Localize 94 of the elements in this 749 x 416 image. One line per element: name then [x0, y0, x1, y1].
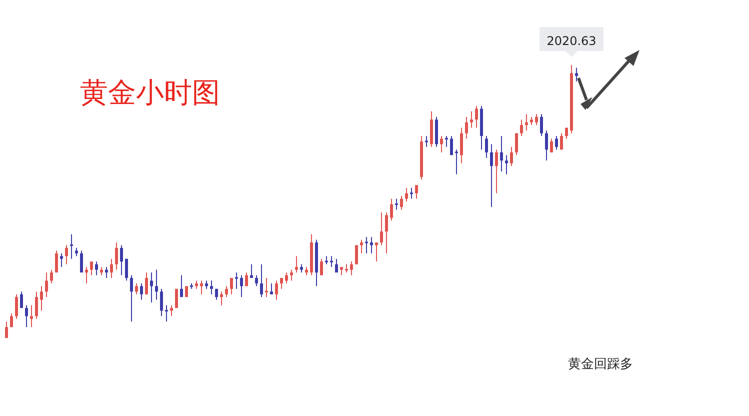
candlestick: [515, 132, 518, 156]
candlestick: [235, 272, 238, 290]
text: 2020.63: [546, 34, 596, 48]
candlestick: [360, 239, 363, 254]
candlestick: [250, 264, 253, 278]
candlestick: [365, 236, 368, 254]
candlestick: [545, 130, 548, 162]
candlestick: [445, 135, 448, 148]
candlestick: [575, 67, 578, 82]
candlestick: [130, 274, 133, 322]
candlestick: [210, 280, 213, 295]
candlestick: [60, 252, 63, 268]
candlestick: [335, 258, 338, 273]
candlestick: [395, 198, 398, 210]
candlestick: [550, 138, 553, 153]
candlestick: [350, 261, 353, 276]
candlestick: [330, 256, 333, 268]
candlestick: [485, 135, 488, 158]
candlestick: [115, 242, 118, 270]
candlestick: [155, 269, 158, 300]
candlestick: [555, 135, 558, 150]
candlestick: [465, 116, 468, 140]
candlestick: [70, 234, 73, 260]
chart-title: 黄金小时图: [80, 76, 220, 109]
candlestick: [225, 286, 228, 298]
candlestick: [90, 261, 93, 276]
candlestick: [375, 242, 378, 262]
candlestick: [275, 280, 278, 300]
candlestick: [220, 291, 223, 306]
candlestick: [260, 264, 263, 298]
candlestick: [285, 272, 288, 284]
candlestick: [425, 135, 428, 148]
candlestick: [410, 187, 413, 200]
candlestick: [440, 135, 443, 153]
candlestick: [135, 282, 138, 295]
candlestick: [460, 127, 463, 164]
candlestick: [200, 280, 203, 295]
candlestick: [180, 274, 183, 298]
candlestick: [35, 291, 38, 320]
candlestick: [150, 272, 153, 304]
candlestick: [50, 269, 53, 284]
candlestick: [65, 244, 68, 265]
candlestick: [110, 258, 113, 278]
candlestick: [500, 135, 503, 172]
candlestick: [265, 277, 268, 298]
candlestick: [450, 135, 453, 156]
candlestick: [400, 196, 403, 210]
candlestick: [55, 250, 58, 273]
candlestick: [505, 154, 508, 175]
candlestick: [5, 321, 8, 338]
candlestick: [125, 258, 128, 282]
candlestick: [160, 288, 163, 317]
candlestick: [380, 212, 383, 246]
candlestick: [320, 258, 323, 276]
candlestick: [25, 304, 28, 328]
candlestick: [520, 119, 523, 136]
candlestick: [405, 187, 408, 202]
candlestick: [15, 294, 18, 320]
candlestick: [240, 274, 243, 298]
candlestick: [145, 272, 148, 295]
candlestick: [85, 266, 88, 284]
candlestick: [45, 272, 48, 298]
candlestick: [270, 282, 273, 295]
candlestick: [510, 146, 513, 167]
candlestick: [140, 282, 143, 300]
candlestick: [390, 198, 393, 222]
candlestick: [495, 149, 498, 194]
candlestick: [470, 110, 473, 128]
candlestick: [370, 236, 373, 254]
candlestick: [245, 272, 248, 287]
candlestick: [525, 114, 528, 132]
text: 黄金回踩多: [568, 357, 633, 372]
candlestick: [255, 274, 258, 287]
candlestick: [120, 244, 123, 276]
candlestick: [385, 212, 388, 254]
candlestick: [10, 312, 13, 328]
candlestick: [105, 266, 108, 278]
candlestick: [95, 261, 98, 276]
candlestick: [540, 114, 543, 136]
candlestick: [30, 304, 33, 328]
candlestick: [295, 256, 298, 273]
candlestick: [560, 132, 563, 150]
candlestick: [415, 184, 418, 200]
candlestick: [475, 105, 478, 128]
candlestick: [290, 269, 293, 282]
candlestick: [80, 250, 83, 273]
candlestick: [165, 304, 168, 322]
candlestick: [490, 144, 493, 208]
candlestick: [20, 291, 23, 308]
candlestick: [230, 277, 233, 295]
candlestick: [170, 304, 173, 317]
candlestick: [535, 114, 538, 126]
candlestick: [40, 286, 43, 312]
candlestick: [455, 149, 458, 175]
